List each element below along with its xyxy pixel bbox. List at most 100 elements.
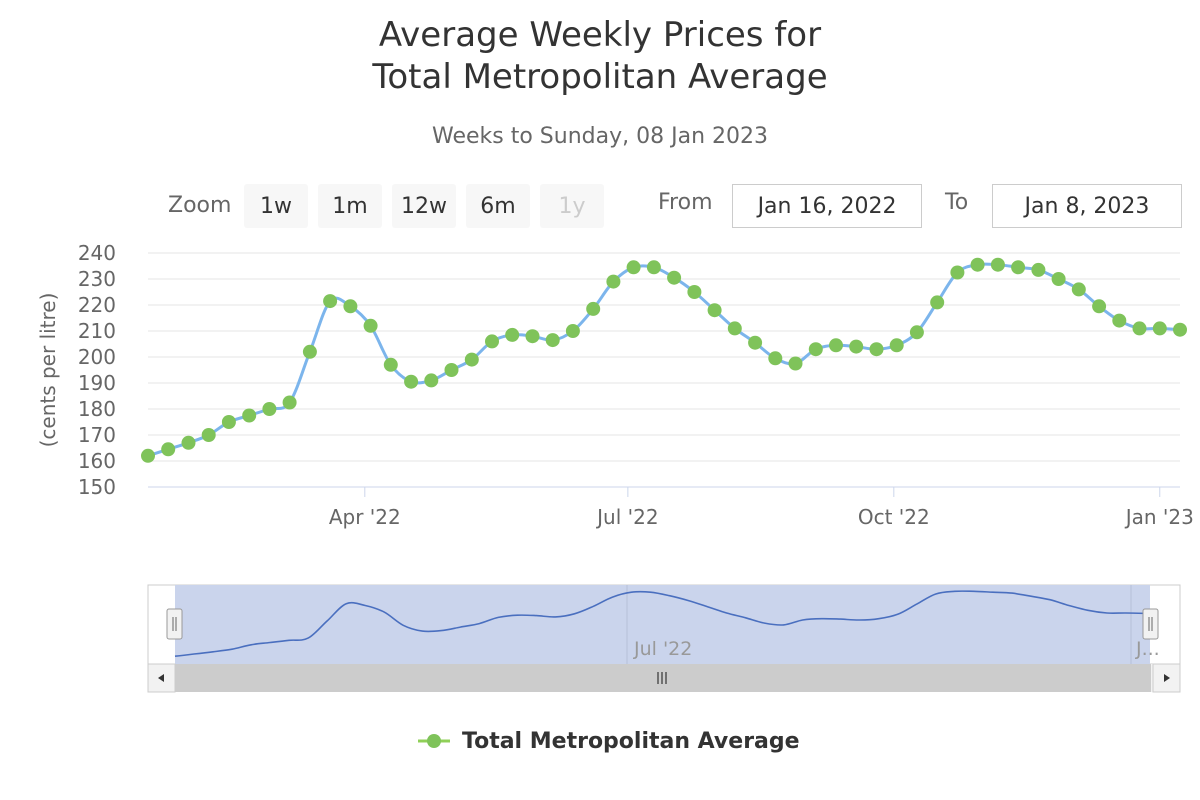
y-tick-label: 180 <box>78 397 116 421</box>
data-point[interactable] <box>1031 262 1046 277</box>
navigator-series-line <box>174 590 1146 657</box>
scroll-right-button[interactable] <box>1152 663 1181 693</box>
data-point[interactable] <box>262 402 277 416</box>
data-point[interactable] <box>485 334 499 349</box>
legend-symbol <box>418 734 450 748</box>
data-point[interactable] <box>1011 260 1026 275</box>
data-point[interactable] <box>525 329 540 344</box>
y-tick-label: 190 <box>78 371 116 395</box>
data-point[interactable] <box>869 342 884 357</box>
data-point[interactable] <box>829 338 843 353</box>
arrow-right-icon <box>1164 674 1170 682</box>
data-point[interactable] <box>1112 313 1127 328</box>
chart-title-line-2: Total Metropolitan Average <box>372 57 828 97</box>
data-point[interactable] <box>343 299 358 314</box>
legend-label: Total Metropolitan Average <box>462 728 800 754</box>
data-point[interactable] <box>768 351 783 366</box>
data-point[interactable] <box>667 270 682 285</box>
series-total-metropolitan-average[interactable] <box>141 257 1187 463</box>
data-point[interactable] <box>727 321 742 336</box>
data-point[interactable] <box>788 356 803 371</box>
from-date-input[interactable]: Jan 16, 2022 <box>732 184 922 228</box>
data-point[interactable] <box>242 408 257 423</box>
y-tick-label: 160 <box>78 449 116 473</box>
data-point[interactable] <box>626 260 641 275</box>
grid-lines <box>148 252 1180 488</box>
x-axis: Apr '22 Jul '22 Oct '22 Jan '23 <box>329 487 1194 529</box>
data-point[interactable] <box>990 257 1005 272</box>
y-tick-label: 170 <box>78 423 116 447</box>
data-point[interactable] <box>1173 322 1187 337</box>
zoom-button-1w[interactable]: 1w <box>244 184 308 228</box>
navigator-handle-left[interactable] <box>166 608 183 640</box>
zoom-button-6m[interactable]: 6m <box>466 184 530 228</box>
data-point[interactable] <box>404 374 419 389</box>
data-point[interactable] <box>1051 272 1066 286</box>
zoom-label: Zoom <box>168 193 232 218</box>
data-point[interactable] <box>950 265 965 280</box>
data-point[interactable] <box>889 338 904 353</box>
data-point[interactable] <box>606 274 621 289</box>
data-point[interactable] <box>1152 321 1167 336</box>
data-point[interactable] <box>181 435 196 450</box>
data-point[interactable] <box>849 339 864 354</box>
navigator-handle-right[interactable] <box>1142 608 1159 640</box>
y-tick-label: 150 <box>78 475 116 499</box>
legend-item-total-metropolitan-average[interactable]: Total Metropolitan Average <box>416 726 800 756</box>
zoom-button-1y: 1y <box>540 184 604 228</box>
data-point[interactable] <box>161 442 176 457</box>
y-axis: (cents per litre) 1501601701801902002102… <box>36 241 116 499</box>
data-point[interactable] <box>808 342 823 357</box>
y-tick-label: 200 <box>78 345 116 369</box>
data-point[interactable] <box>545 333 560 348</box>
data-point[interactable] <box>687 285 702 299</box>
zoom-button-1m[interactable]: 1m <box>318 184 382 228</box>
data-point[interactable] <box>646 260 661 275</box>
data-point[interactable] <box>930 295 945 310</box>
data-point[interactable] <box>1132 321 1147 336</box>
data-point[interactable] <box>282 395 297 410</box>
data-point[interactable] <box>505 327 520 342</box>
data-point[interactable] <box>201 428 216 442</box>
zoom-button-12w[interactable]: 12w <box>392 184 456 228</box>
data-point[interactable] <box>464 352 479 367</box>
data-point[interactable] <box>565 324 580 338</box>
scroll-left-button[interactable] <box>147 663 176 693</box>
scrollbar-thumb[interactable] <box>175 664 1151 692</box>
data-point[interactable] <box>707 303 722 318</box>
data-point[interactable] <box>748 335 763 350</box>
x-tick-label: Jul '22 <box>595 505 658 529</box>
y-tick-label: 220 <box>78 293 116 317</box>
arrow-left-icon <box>158 674 164 682</box>
to-label: To <box>945 190 969 215</box>
y-tick-label: 230 <box>78 267 116 291</box>
navigator-selected-range[interactable] <box>175 585 1150 664</box>
chart-subtitle: Weeks to Sunday, 08 Jan 2023 <box>432 124 768 149</box>
data-point[interactable] <box>586 301 601 316</box>
navigator-tick-label: J... <box>1135 638 1160 660</box>
y-tick-label: 210 <box>78 319 116 343</box>
navigator[interactable]: Jul '22 J... <box>147 584 1181 665</box>
data-point[interactable] <box>141 448 155 463</box>
y-tick-label: 240 <box>78 241 116 265</box>
navigator-tick-label: Jul '22 <box>633 638 692 660</box>
from-label: From <box>658 190 713 215</box>
data-point[interactable] <box>302 344 317 359</box>
scrollbar[interactable] <box>147 663 1181 693</box>
x-tick-label: Jan '23 <box>1124 505 1194 529</box>
data-point[interactable] <box>363 318 378 333</box>
y-axis-label: (cents per litre) <box>36 293 60 448</box>
data-point[interactable] <box>221 415 236 429</box>
data-point[interactable] <box>424 373 439 388</box>
data-point[interactable] <box>1092 299 1107 314</box>
data-point[interactable] <box>383 357 398 372</box>
data-point[interactable] <box>909 325 924 340</box>
to-date-input[interactable]: Jan 8, 2023 <box>992 184 1182 228</box>
data-point[interactable] <box>323 294 338 309</box>
data-point[interactable] <box>970 257 985 272</box>
scroll-grip-icon <box>657 672 667 684</box>
series-line <box>147 262 1181 458</box>
data-point[interactable] <box>444 363 459 377</box>
data-point[interactable] <box>1071 282 1086 297</box>
